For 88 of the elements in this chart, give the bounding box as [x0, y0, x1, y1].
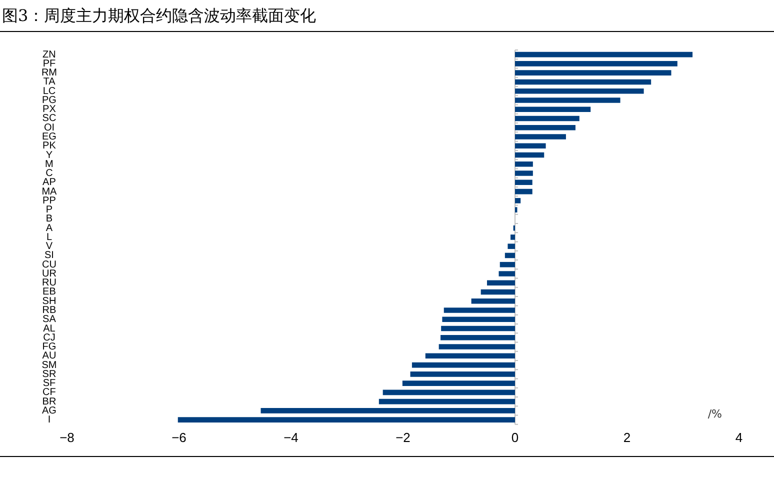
y-tick-label: AL — [43, 323, 56, 334]
y-tick-label: AP — [42, 177, 56, 188]
bar — [515, 188, 532, 194]
y-tick-label: PP — [42, 195, 56, 206]
y-tick-label: RU — [42, 278, 56, 289]
bar — [515, 106, 591, 112]
bar — [515, 52, 693, 58]
bar — [410, 372, 515, 377]
y-tick-label: EG — [42, 132, 57, 142]
x-tick-label: −8 — [60, 430, 74, 445]
y-tick-label: AU — [42, 350, 56, 362]
bar — [438, 344, 515, 350]
bar — [515, 88, 644, 94]
y-tick-label: LC — [42, 86, 56, 97]
y-tick-label: BR — [42, 396, 56, 408]
y-tick-label: CU — [42, 259, 56, 270]
y-tick-label: TA — [43, 76, 56, 88]
y-tick-label: SI — [44, 250, 54, 262]
x-axis-title: /% — [708, 407, 722, 420]
y-tick-label: Y — [46, 150, 53, 161]
y-tick-label: SA — [42, 314, 56, 326]
bar — [515, 152, 544, 158]
bar — [487, 280, 515, 286]
bar — [500, 262, 515, 268]
bar — [444, 308, 515, 313]
bar — [382, 390, 515, 396]
bar — [515, 79, 652, 85]
bar — [402, 380, 515, 386]
chart-title: 图3：周度主力期权合约隐含波动率截面变化 — [2, 6, 316, 27]
y-tick-label: OI — [44, 122, 55, 134]
bar — [471, 298, 515, 304]
y-tick-label: PK — [42, 140, 56, 152]
y-tick-label: SM — [42, 360, 57, 371]
y-tick-label: PG — [42, 94, 57, 106]
y-tick-label: FG — [42, 342, 56, 353]
y-tick-label: AG — [42, 405, 57, 416]
y-tick-label: EB — [42, 286, 56, 298]
bar — [515, 143, 546, 149]
bar — [515, 170, 533, 176]
x-tick-label: −4 — [284, 430, 298, 445]
bar — [510, 234, 515, 240]
y-tick-label: C — [46, 168, 53, 180]
bar — [425, 353, 515, 359]
bar — [515, 124, 576, 130]
y-tick-label: MA — [42, 186, 58, 198]
x-tick-label: 0 — [511, 430, 519, 445]
y-tick-label: ZN — [42, 49, 56, 60]
bar — [412, 362, 515, 368]
bar — [515, 70, 672, 76]
bar — [504, 252, 515, 258]
y-tick-label: A — [46, 222, 53, 234]
y-tick-label: RB — [42, 305, 56, 316]
y-tick-label: B — [46, 214, 53, 225]
bar — [480, 289, 515, 295]
x-tick-label: −2 — [396, 430, 410, 445]
bar — [515, 98, 620, 103]
y-tick-label: PF — [42, 58, 56, 70]
y-tick-label: SF — [42, 378, 56, 390]
y-tick-label: CF — [42, 387, 56, 398]
y-tick-label: RM — [41, 68, 58, 79]
bar — [442, 316, 515, 322]
y-tick-label: P — [46, 204, 53, 216]
y-tick-label: L — [46, 232, 52, 243]
bar — [441, 326, 515, 332]
bar — [378, 398, 515, 404]
bar — [515, 61, 678, 66]
bar — [515, 198, 521, 204]
y-tick-label: I — [48, 414, 51, 426]
y-tick-label: PX — [42, 104, 56, 116]
y-tick-label: V — [46, 241, 53, 252]
y-tick-label: CJ — [43, 332, 56, 344]
y-tick-label: SR — [42, 368, 56, 380]
bar — [498, 271, 515, 276]
bar — [515, 162, 533, 167]
y-tick-label: UR — [42, 268, 56, 280]
y-tick-label: M — [45, 158, 54, 170]
x-tick-label: −6 — [172, 430, 186, 445]
bar — [260, 408, 515, 414]
y-tick-label: SC — [42, 113, 56, 124]
x-tick-label: 2 — [623, 430, 631, 445]
bar — [508, 244, 515, 249]
y-tick-label: SH — [42, 296, 56, 307]
bar — [515, 134, 566, 140]
bar — [515, 116, 580, 122]
bar — [515, 180, 532, 186]
bar — [440, 335, 515, 340]
bar — [178, 417, 515, 422]
x-tick-label: 4 — [735, 430, 743, 445]
